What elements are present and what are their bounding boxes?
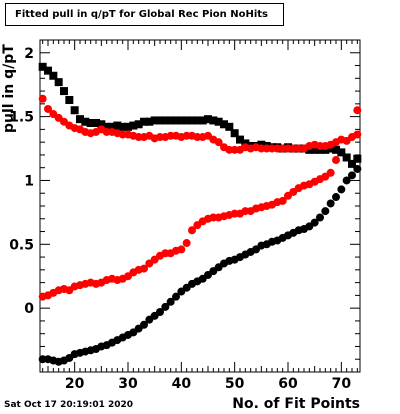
data-point-series-1 [97, 120, 106, 129]
data-point-series-1 [172, 116, 180, 125]
data-point-series-3 [321, 207, 330, 216]
data-point-series-1 [332, 145, 340, 154]
data-point-series-1 [38, 62, 47, 71]
data-point-series-1 [236, 135, 244, 144]
data-point-series-1 [140, 117, 148, 126]
data-point-series-1 [81, 117, 90, 126]
data-point-series-4 [332, 156, 340, 165]
data-point-series-1 [70, 106, 79, 115]
data-point-series-1 [230, 129, 239, 138]
x-tick-label: 30 [118, 376, 138, 392]
data-point-series-1 [209, 116, 218, 125]
data-point-series-1 [129, 121, 138, 130]
data-point-series-1 [166, 116, 175, 125]
axes: 20 30 40 50 60 70 0 0.5 1 1.5 2 [9, 39, 360, 392]
data-point-series-1 [92, 119, 100, 127]
y-axis-label: pull in q/pT [1, 44, 17, 133]
data-point-series-1 [204, 115, 212, 124]
data-point-series-1 [102, 122, 111, 131]
data-point-series-2 [214, 138, 223, 147]
data-point-series-2 [44, 104, 52, 113]
data-point-series-4 [140, 264, 148, 273]
data-point-series-3 [326, 199, 335, 208]
data-marks [38, 62, 362, 366]
data-point-series-1 [145, 117, 154, 126]
data-point-series-3 [332, 193, 340, 202]
data-point-series-4 [326, 168, 335, 177]
y-tick-label: 1 [24, 173, 34, 189]
data-point-series-1 [198, 116, 207, 125]
data-point-series-2 [38, 94, 47, 103]
data-point-series-3 [156, 307, 164, 316]
data-point-series-1 [353, 154, 362, 163]
data-point-series-1 [161, 116, 170, 125]
data-point-series-1 [177, 116, 186, 125]
data-point-series-3 [161, 302, 170, 311]
data-point-series-3 [337, 185, 346, 194]
data-point-series-1 [86, 119, 95, 127]
data-point-series-3 [348, 171, 356, 180]
x-axis-label: No. of Fit Points [232, 396, 360, 412]
data-point-series-1 [49, 71, 58, 80]
data-point-series-1 [156, 116, 164, 125]
y-tick-label: 0.5 [9, 237, 34, 253]
data-point-series-3 [172, 292, 180, 301]
data-point-series-1 [310, 145, 319, 154]
data-point-series-1 [113, 121, 122, 130]
data-point-series-1 [342, 153, 351, 162]
data-point-series-1 [134, 120, 143, 129]
data-point-series-4 [182, 239, 191, 248]
data-point-series-3 [310, 218, 319, 227]
data-point-series-3 [316, 213, 324, 222]
data-point-series-1 [108, 122, 116, 131]
data-point-series-1 [337, 148, 346, 157]
timestamp: Sat Oct 17 20:19:01 2020 [4, 400, 134, 410]
data-point-series-1 [65, 96, 74, 105]
y-tick-label: 2 [24, 46, 34, 62]
data-point-series-1 [44, 66, 52, 75]
data-point-series-1 [348, 159, 356, 168]
data-point-series-1 [182, 116, 191, 125]
data-point-series-3 [166, 297, 175, 306]
x-tick-label: 60 [278, 376, 298, 392]
x-tick-label: 50 [225, 376, 245, 392]
y-tick-label: 0 [24, 301, 34, 317]
x-tick-label: 20 [65, 376, 85, 392]
data-point-series-3 [342, 176, 351, 185]
data-point-series-1 [220, 120, 228, 129]
data-point-series-3 [140, 320, 148, 329]
data-point-series-1 [118, 122, 127, 131]
data-point-series-1 [193, 116, 202, 125]
data-point-series-2 [353, 130, 362, 139]
data-point-series-1 [60, 87, 68, 96]
data-point-series-1 [150, 116, 159, 125]
data-point-series-4 [177, 245, 186, 254]
data-point-series-1 [124, 122, 132, 131]
data-point-series-1 [225, 122, 234, 131]
data-point-series-4 [353, 106, 362, 115]
data-point-series-4 [278, 196, 287, 205]
data-point-series-1 [188, 116, 196, 125]
data-point-series-1 [76, 115, 84, 124]
x-tick-label: 40 [172, 376, 192, 392]
data-point-series-1 [54, 78, 63, 87]
data-point-series-4 [188, 226, 196, 235]
x-tick-label: 70 [332, 376, 352, 392]
data-point-series-3 [353, 164, 362, 173]
data-point-series-1 [214, 117, 223, 126]
plot-frame [39, 39, 361, 373]
chart-title: Fitted pull in q/pT for Global Rec Pion … [5, 3, 284, 26]
y-tick-label: 1.5 [9, 110, 34, 126]
